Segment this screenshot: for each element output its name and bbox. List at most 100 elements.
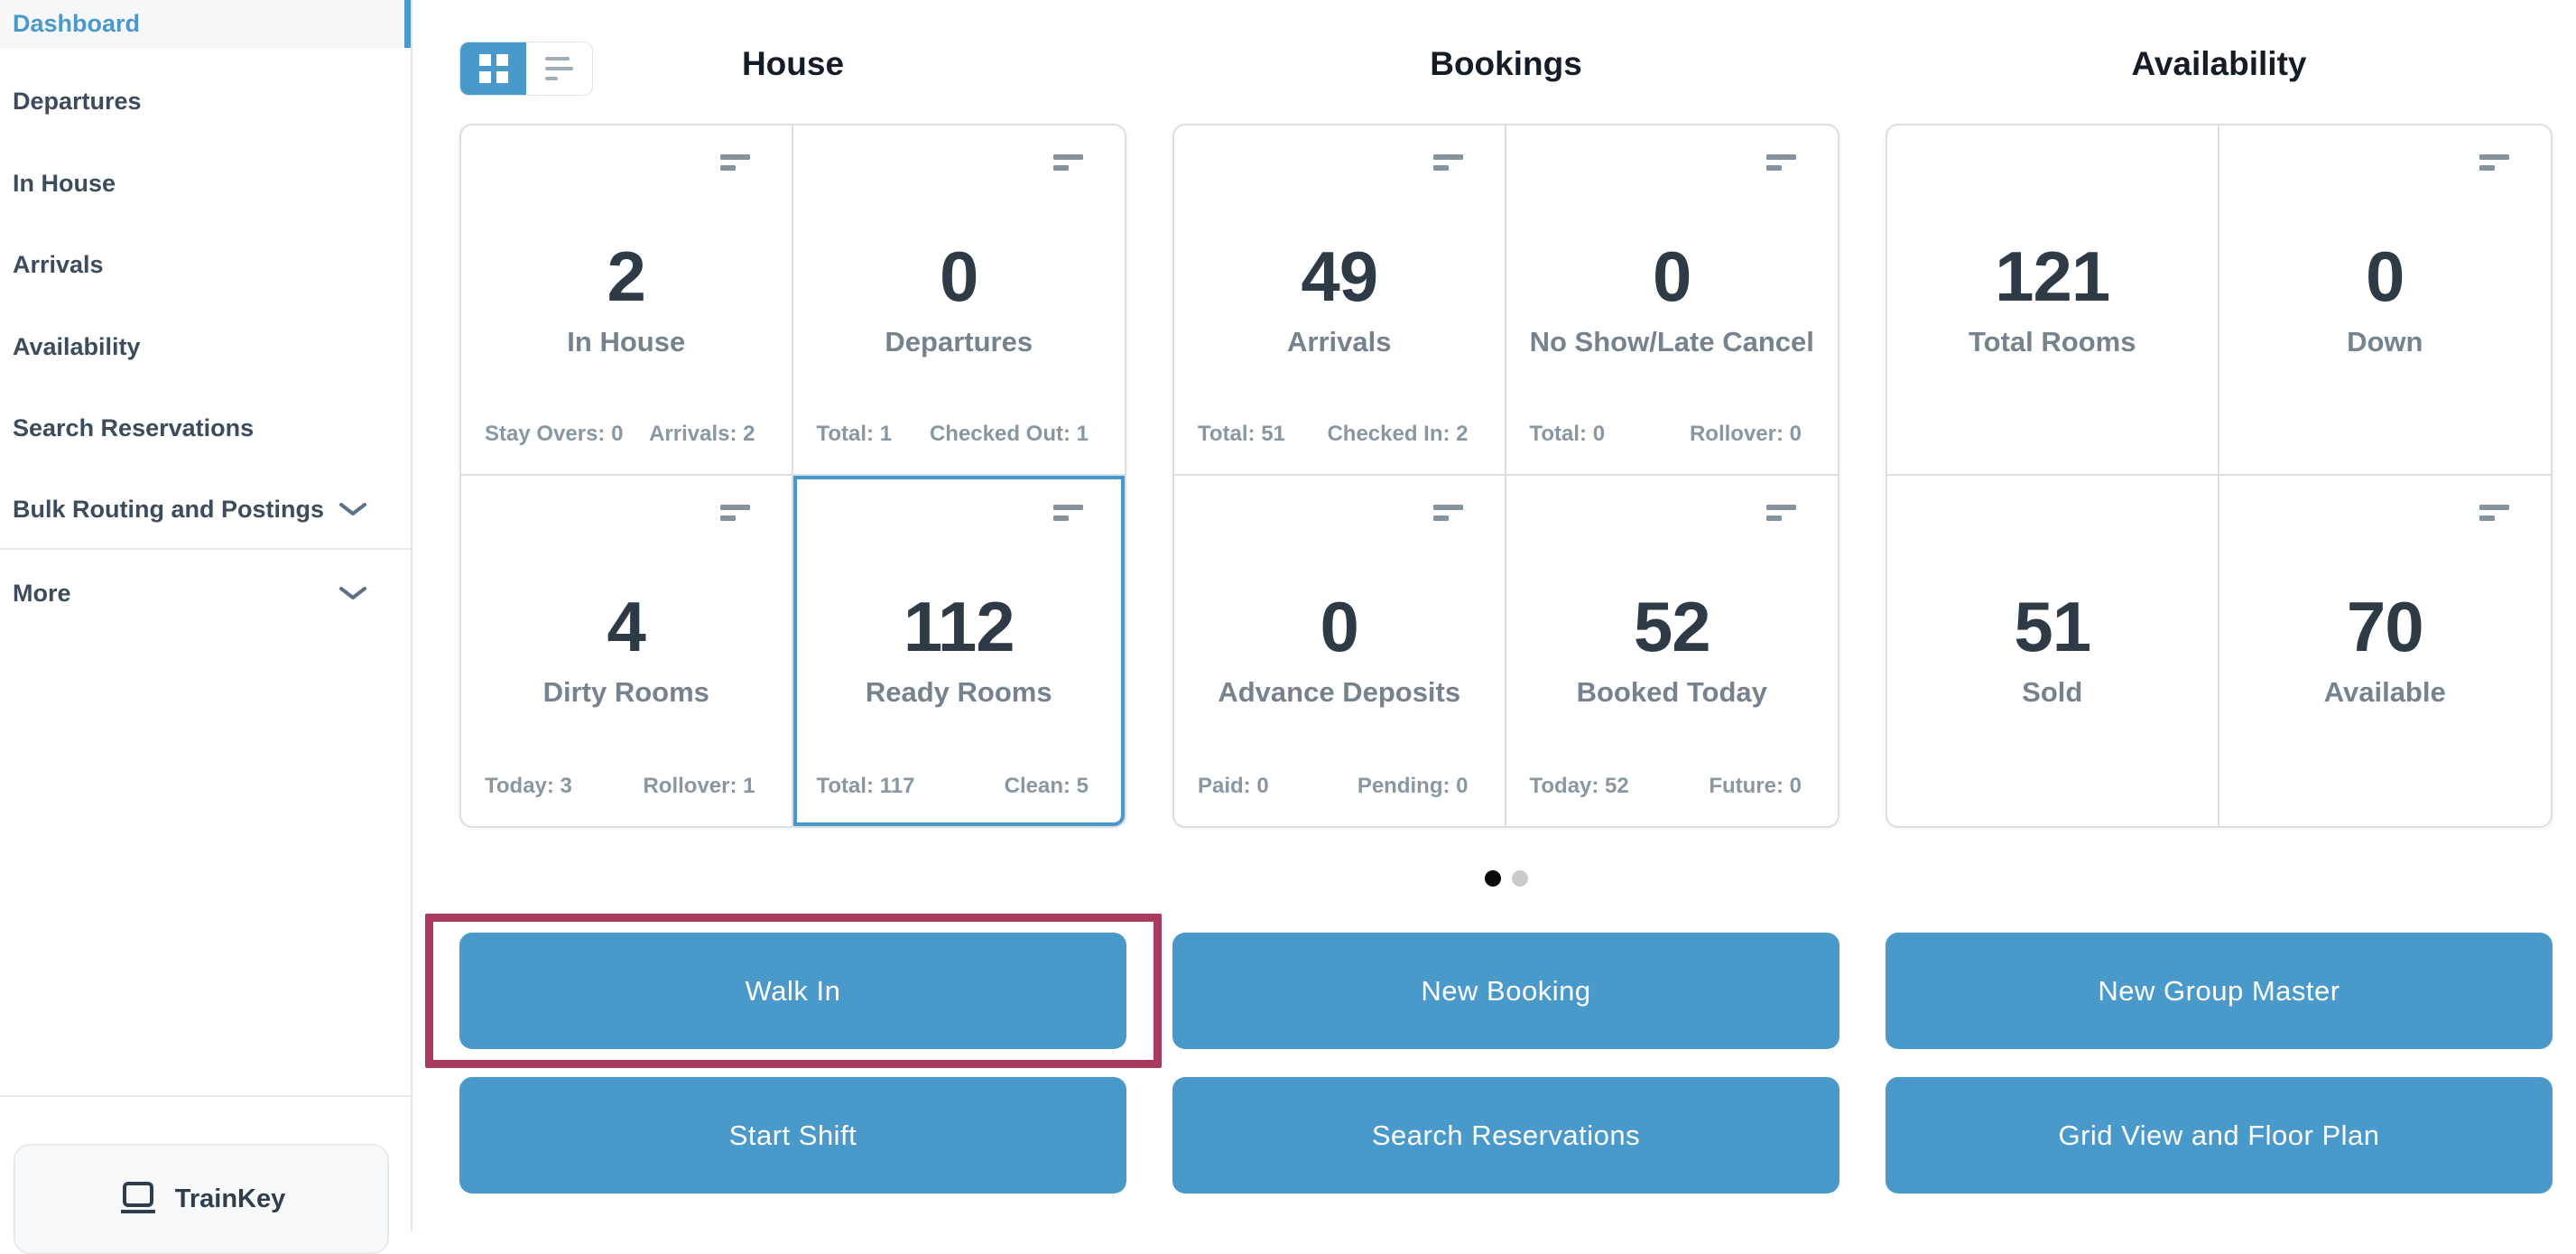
card-label: Arrivals [1287,326,1392,358]
card-menu-icon[interactable] [2479,505,2509,521]
card-label: In House [567,326,686,358]
house-section: 2 In House Stay Overs: 0 Arrivals: 2 0 D… [459,124,1126,828]
card-menu-icon[interactable] [719,505,750,521]
sidebar-item-arrivals[interactable]: Arrivals [0,240,411,289]
card-stat-right: Rollover: 1 [643,774,755,798]
card-label: Available [2323,676,2446,708]
sidebar-item-label: Availability [13,332,141,360]
pagination-dot[interactable] [1511,870,1528,887]
active-indicator-bar [404,0,411,48]
grid-view-and-floor-plan-button[interactable]: Grid View and Floor Plan [1886,1077,2553,1194]
card-menu-icon[interactable] [1053,154,1083,171]
card-value: 4 [607,587,646,666]
card-departures[interactable]: 0 Departures Total: 1 Checked Out: 1 [792,125,1125,476]
card-sold[interactable]: 51 Sold [1887,476,2219,826]
card-stat-left: Total: 0 [1529,422,1606,446]
chevron-down-icon [339,503,366,516]
card-menu-icon[interactable] [719,154,750,171]
card-value: 112 [903,587,1015,666]
card-label: Down [2347,326,2423,358]
card-menu-icon[interactable] [1053,505,1083,521]
card-stat-right: Checked In: 2 [1327,422,1469,446]
card-value: 70 [2346,587,2424,666]
card-stat-left: Total: 1 [816,422,893,446]
card-value: 0 [1653,237,1691,316]
card-value: 49 [1301,237,1378,316]
card-value: 121 [1995,237,2110,316]
card-value: 0 [1320,587,1359,666]
card-total-rooms[interactable]: 121 Total Rooms [1887,125,2219,476]
card-down[interactable]: 0 Down [2219,125,2551,476]
section-title-availability: Availability [2131,45,2307,82]
card-booked-today[interactable]: 52 Booked Today Today: 52 Future: 0 [1506,476,1839,826]
card-menu-icon[interactable] [1432,154,1463,171]
card-stat-right: Clean: 5 [1004,774,1089,798]
sidebar-item-label: Arrivals [13,250,104,278]
sidebar-item-label: Search Reservations [13,413,255,441]
card-label: No Show/Late Cancel [1529,326,1814,358]
card-arrivals[interactable]: 49 Arrivals Total: 51 Checked In: 2 [1174,125,1506,476]
card-stat-left: Today: 3 [485,774,572,798]
start-shift-button[interactable]: Start Shift [459,1077,1126,1194]
card-stat-right: Rollover: 0 [1689,422,1802,446]
new-booking-button[interactable]: New Booking [1172,933,1839,1049]
grid-view-button[interactable] [460,42,526,95]
card-available[interactable]: 70 Available [2219,476,2552,826]
sidebar-item-availability[interactable]: Availability [0,322,411,371]
card-ready-rooms[interactable]: 112 Ready Rooms Total: 117 Clean: 5 [793,476,1126,826]
view-toggle [459,42,593,96]
card-stat-right: Arrivals: 2 [649,422,755,446]
card-menu-icon[interactable] [1766,154,1796,171]
card-stat-left: Today: 52 [1529,774,1629,798]
bookings-section: 49 Arrivals Total: 51 Checked In: 2 0 No… [1172,124,1839,828]
trainkey-label: TrainKey [174,1184,286,1213]
list-view-button[interactable] [526,42,592,95]
sidebar-item-bulk-routing-and-postings[interactable]: Bulk Routing and Postings [0,485,411,534]
sidebar-item-dashboard[interactable]: Dashboard [0,0,411,48]
card-value: 0 [2366,237,2405,316]
sidebar-item-label: In House [13,169,116,197]
sidebar-divider [0,548,411,550]
card-stat-right: Pending: 0 [1357,774,1469,798]
card-label: Sold [2022,676,2083,708]
card-label: Departures [885,326,1033,358]
card-stat-right: Checked Out: 1 [929,422,1089,446]
card-stat-left: Stay Overs: 0 [485,422,624,446]
search-reservations-button[interactable]: Search Reservations [1172,1077,1839,1194]
card-menu-icon[interactable] [2479,154,2509,171]
sidebar-item-label: More [13,579,71,607]
card-value: 52 [1633,587,1711,666]
trainkey-button[interactable]: TrainKey [14,1144,389,1254]
card-stat-left: Total: 51 [1198,422,1285,446]
card-no-show-late-cancel[interactable]: 0 No Show/Late Cancel Total: 0 Rollover:… [1506,125,1838,476]
chevron-down-icon [339,587,366,599]
sidebar-item-in-house[interactable]: In House [0,159,411,208]
card-label: Dirty Rooms [542,676,709,708]
new-group-master-button[interactable]: New Group Master [1886,933,2553,1049]
laptop-icon [120,1182,155,1213]
grid-view-icon [478,54,508,83]
sidebar-item-more[interactable]: More [0,569,411,618]
sidebar-item-label: Dashboard [13,9,141,37]
sidebar-item-label: Departures [13,87,142,115]
walk-in-button[interactable]: Walk In [459,933,1126,1049]
card-menu-icon[interactable] [1766,505,1796,521]
section-title-bookings: Bookings [1430,45,1582,82]
card-label: Advance Deposits [1218,676,1461,708]
sidebar-item-label: Bulk Routing and Postings [13,495,324,523]
sidebar-item-departures[interactable]: Departures [0,77,411,125]
card-dirty-rooms[interactable]: 4 Dirty Rooms Today: 3 Rollover: 1 [461,476,793,826]
card-label: Ready Rooms [865,676,1052,708]
card-advance-deposits[interactable]: 0 Advance Deposits Paid: 0 Pending: 0 [1174,476,1506,826]
section-title-house: House [741,45,845,82]
pagination-dot-active[interactable] [1484,870,1501,887]
card-menu-icon[interactable] [1432,505,1463,521]
carousel-pagination [459,870,2553,887]
card-stat-right: Future: 0 [1709,774,1802,798]
card-value: 2 [607,237,646,316]
sidebar: Dashboard Departures In House Arrivals A… [0,0,412,1254]
list-view-icon [545,57,573,80]
card-in-house[interactable]: 2 In House Stay Overs: 0 Arrivals: 2 [461,125,793,476]
sidebar-item-search-reservations[interactable]: Search Reservations [0,404,411,452]
card-stat-left: Total: 117 [816,774,915,798]
